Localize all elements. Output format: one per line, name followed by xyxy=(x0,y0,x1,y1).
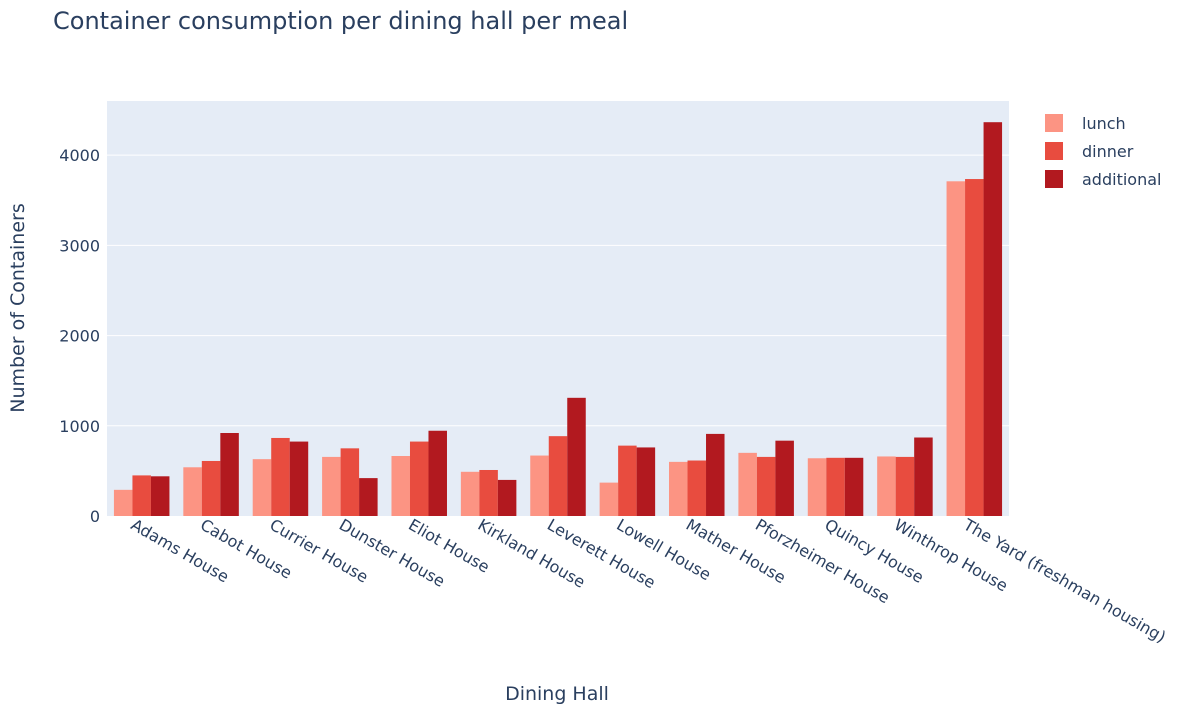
bar-additional[interactable] xyxy=(497,479,517,516)
bar-additional[interactable] xyxy=(914,437,933,516)
y-tick-label: 2000 xyxy=(59,327,100,346)
bar-lunch[interactable] xyxy=(460,471,480,516)
bar-additional[interactable] xyxy=(150,476,170,516)
bar-lunch[interactable] xyxy=(391,456,410,516)
legend-swatch-lunch[interactable] xyxy=(1045,114,1063,132)
bar-lunch[interactable] xyxy=(322,456,341,516)
bar-dinner[interactable] xyxy=(687,460,707,516)
bar-lunch[interactable] xyxy=(738,452,757,516)
bar-additional[interactable] xyxy=(359,478,378,516)
legend-label-additional[interactable]: additional xyxy=(1082,170,1161,189)
legend[interactable]: lunch dinner additional xyxy=(1045,114,1161,189)
chart-title: Container consumption per dining hall pe… xyxy=(53,7,628,35)
y-axis-title: Number of Containers xyxy=(7,203,29,412)
y-tick-label: 1000 xyxy=(59,417,100,436)
x-axis-title: Dining Hall xyxy=(505,683,609,705)
bar-lunch[interactable] xyxy=(113,489,133,516)
bar-additional[interactable] xyxy=(428,430,447,516)
bar-additional[interactable] xyxy=(567,397,586,516)
bar-dinner[interactable] xyxy=(895,456,915,516)
bar-additional[interactable] xyxy=(636,447,656,516)
y-tick-label: 4000 xyxy=(59,146,100,165)
bar-lunch[interactable] xyxy=(877,456,896,516)
bars xyxy=(113,122,1003,517)
legend-label-lunch[interactable]: lunch xyxy=(1082,114,1126,133)
bar-dinner[interactable] xyxy=(479,469,498,516)
y-tick-label: 3000 xyxy=(59,236,100,255)
bar-lunch[interactable] xyxy=(530,455,549,516)
bar-dinner[interactable] xyxy=(132,475,151,516)
bar-dinner[interactable] xyxy=(618,445,637,516)
bar-lunch[interactable] xyxy=(599,482,619,516)
gridlines xyxy=(107,154,1009,427)
bar-additional[interactable] xyxy=(706,433,725,516)
bar-dinner[interactable] xyxy=(548,436,568,516)
bar-dinner[interactable] xyxy=(826,457,845,516)
legend-swatch-additional[interactable] xyxy=(1045,170,1063,188)
legend-label-dinner[interactable]: dinner xyxy=(1082,142,1134,161)
bar-additional[interactable] xyxy=(844,457,864,516)
bar-dinner[interactable] xyxy=(756,456,776,516)
bar-additional[interactable] xyxy=(220,433,239,516)
bar-dinner[interactable] xyxy=(340,448,360,516)
bar-dinner[interactable] xyxy=(201,460,221,516)
x-tick-label: Winthrop House xyxy=(891,515,1011,595)
bar-additional[interactable] xyxy=(289,441,309,516)
bar-additional[interactable] xyxy=(983,122,1003,517)
bar-lunch[interactable] xyxy=(807,458,827,516)
bar-lunch[interactable] xyxy=(183,467,202,516)
bar-dinner[interactable] xyxy=(965,179,984,517)
bar-additional[interactable] xyxy=(775,440,794,516)
bar-lunch[interactable] xyxy=(252,459,272,516)
legend-swatch-dinner[interactable] xyxy=(1045,142,1063,160)
bar-lunch[interactable] xyxy=(669,461,688,516)
y-axis-ticks: 0 1000 2000 3000 4000 xyxy=(59,146,100,526)
bar-dinner[interactable] xyxy=(409,441,429,516)
bar-dinner[interactable] xyxy=(271,437,290,516)
bar-lunch[interactable] xyxy=(946,181,966,517)
y-tick-label: 0 xyxy=(90,507,100,526)
